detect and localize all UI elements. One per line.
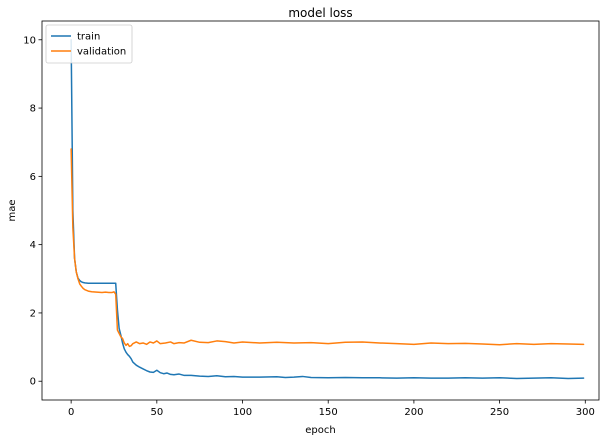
x-tick-label: 150 bbox=[319, 407, 338, 418]
y-axis-title: mae bbox=[7, 199, 18, 221]
y-tick-label: 10 bbox=[23, 35, 36, 46]
x-tick-label: 0 bbox=[68, 407, 74, 418]
y-tick-label: 4 bbox=[30, 240, 36, 251]
x-tick-label: 50 bbox=[150, 407, 163, 418]
legend: train validation bbox=[45, 24, 133, 64]
legend-box bbox=[45, 24, 133, 64]
plot-area bbox=[41, 20, 600, 401]
series-line-validation bbox=[70, 148, 585, 348]
y-axis: 0 2 4 6 8 10 bbox=[23, 35, 42, 388]
legend-label-train: train bbox=[77, 32, 100, 43]
y-tick-label: 6 bbox=[30, 172, 36, 183]
x-tick-label: 250 bbox=[490, 407, 509, 418]
x-tick-label: 200 bbox=[404, 407, 423, 418]
x-tick-label: 300 bbox=[576, 407, 595, 418]
chart-title: model loss bbox=[288, 6, 352, 20]
axes-frame bbox=[41, 20, 600, 401]
y-tick-label: 8 bbox=[30, 104, 36, 115]
x-axis-title: epoch bbox=[305, 425, 335, 436]
legend-label-validation: validation bbox=[77, 47, 126, 58]
y-tick-label: 2 bbox=[30, 308, 36, 319]
series-line-train bbox=[70, 39, 585, 380]
x-tick-label: 100 bbox=[233, 407, 252, 418]
x-axis: 0 50 100 150 200 250 300 bbox=[68, 400, 595, 418]
y-tick-label: 0 bbox=[30, 377, 36, 388]
